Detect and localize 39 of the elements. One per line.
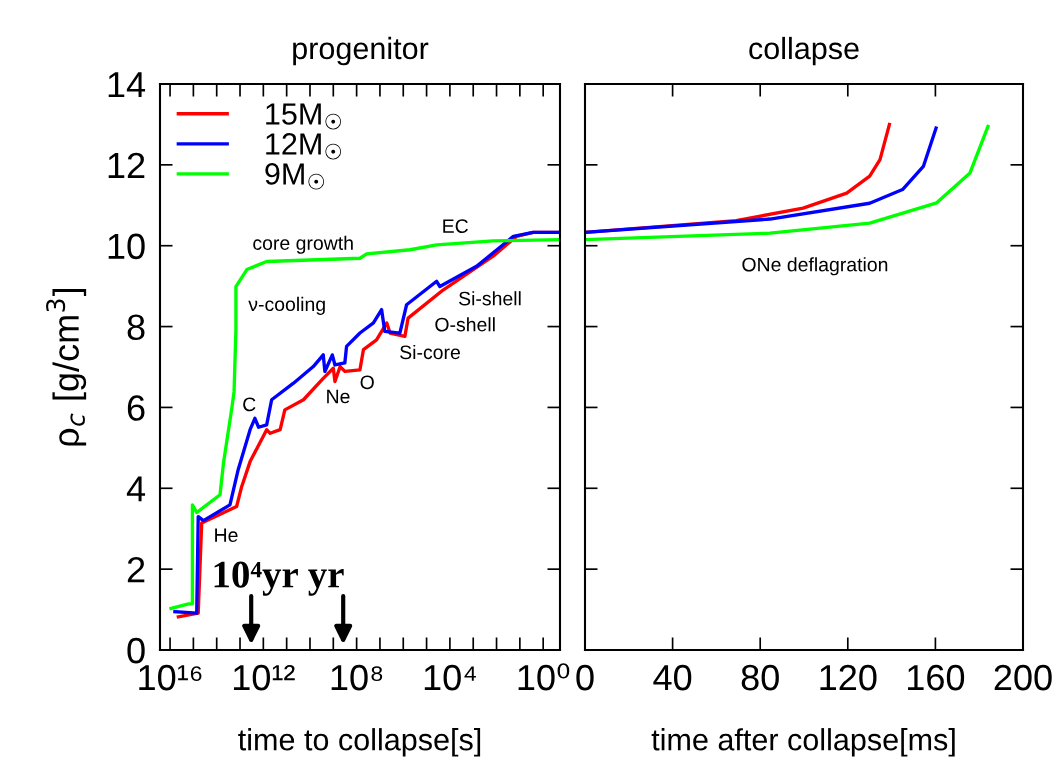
- x-axis-title: time to collapse[s]: [238, 728, 481, 757]
- annotation: EC: [443, 219, 468, 233]
- annotation: core growth: [253, 235, 353, 254]
- y-tick-label: 0: [127, 637, 145, 664]
- x-tick-label: 200: [994, 664, 1052, 691]
- legend-label: 15M$_{☉}$: [266, 103, 342, 130]
- y-axis-title: ρ$_{c}$ [g/cm$^{3}$]: [46, 288, 87, 446]
- annotation: ONe deflagration: [742, 257, 888, 276]
- annotation: O-shell: [435, 317, 495, 332]
- y-tick-label: 10: [108, 233, 145, 260]
- y-tick-label: 12: [108, 152, 145, 178]
- x-tick-label: 10¹²: [233, 664, 295, 691]
- y-tick-label: 4: [126, 476, 146, 502]
- legend-label: 12M$_{☉}$: [266, 133, 342, 160]
- x-tick-label: 40: [653, 664, 692, 691]
- y-tick-label: 6: [127, 395, 145, 421]
- y-tick-label: 8: [127, 314, 145, 341]
- x-tick-label: 0: [576, 664, 594, 691]
- y-tick-label: 2: [127, 557, 145, 583]
- annotation: O: [360, 375, 374, 390]
- annotation: Si-shell: [459, 291, 521, 306]
- annotation: 10⁴yr yr: [214, 561, 344, 596]
- annotation: ν-cooling: [248, 296, 325, 315]
- annotation: Si-core: [400, 344, 460, 360]
- y-tick-label: 14: [108, 72, 146, 98]
- x-tick-label: 10⁸: [331, 664, 383, 691]
- x-tick-label: 160: [908, 664, 965, 691]
- x-tick-label: 10⁴: [424, 664, 476, 691]
- x-axis-title: time after collapse[ms]: [651, 728, 955, 757]
- x-tick-label: 120: [820, 664, 877, 691]
- annotation: C: [243, 397, 256, 412]
- chart-title: progenitor: [293, 36, 429, 66]
- x-tick-label: 10⁰: [518, 663, 570, 691]
- x-tick-label: 10¹⁶: [139, 664, 202, 691]
- legend-label: 9M$_{☉}$: [265, 163, 325, 190]
- chart-title: collapse: [749, 36, 859, 66]
- x-tick-label: 80: [741, 664, 779, 691]
- annotation: Ne: [327, 389, 350, 404]
- annotation: He: [215, 528, 238, 543]
